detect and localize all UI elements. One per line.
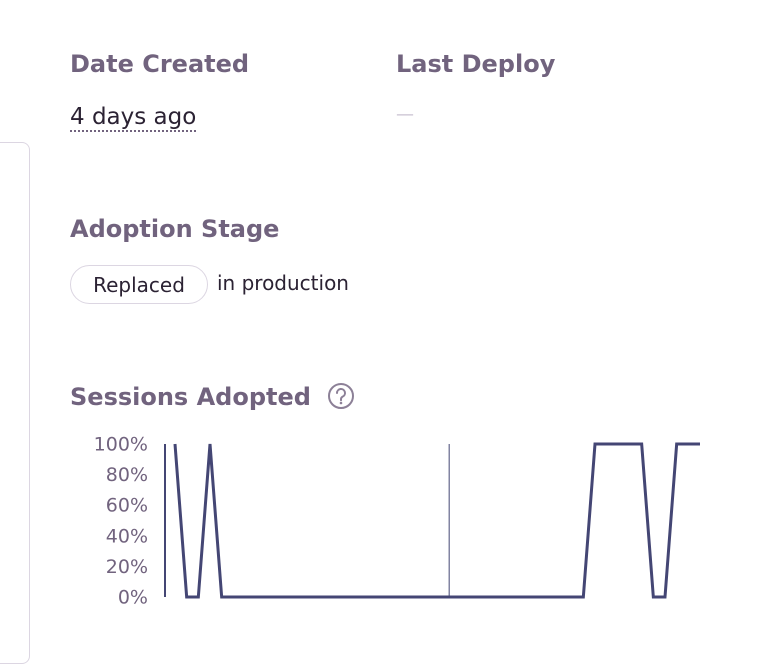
stage-badge: Replaced [70,265,208,304]
stage-suffix: in production [217,271,349,295]
field-value[interactable]: 4 days ago [70,104,197,132]
field-label: Adoption Stage [70,215,280,243]
chart: 0% 20% 40% 60% 80% 100% [94,434,700,609]
y-tick-label: 80% [106,464,148,486]
y-tick-label: 0% [118,587,148,609]
line [173,442,700,599]
y-tick-label: 60% [106,495,148,517]
field-label: Sessions Adopted [70,383,311,411]
y-tick-label: 20% [106,556,148,578]
page: Date Created 4 days ago Last Deploy — Ad… [0,50,700,664]
y-tick-label: 40% [106,525,148,547]
field-label: Last Deploy [396,50,556,78]
field-value: — [396,104,414,125]
y-tick-label: 100% [94,434,148,456]
field-label: Date Created [70,50,250,78]
help-icon[interactable] [327,382,355,410]
